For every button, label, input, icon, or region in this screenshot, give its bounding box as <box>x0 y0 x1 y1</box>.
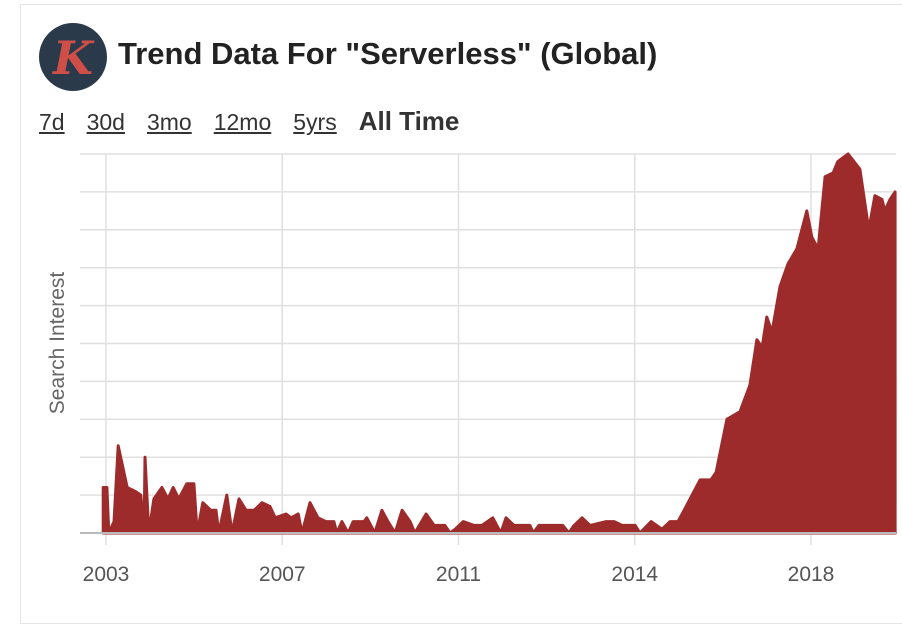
range-all-time[interactable]: All Time <box>358 106 460 136</box>
x-tick-label: 2007 <box>259 563 306 586</box>
time-range-selector: 7d 30d 3mo 12mo 5yrs All Time <box>39 106 459 137</box>
logo[interactable]: K <box>39 23 107 91</box>
y-axis-label: Search Interest <box>46 271 69 415</box>
range-5yrs[interactable]: 5yrs <box>293 109 337 135</box>
page-title: Trend Data For "Serverless" (Global) <box>118 36 658 71</box>
range-3mo[interactable]: 3mo <box>146 109 192 135</box>
x-tick-label: 2014 <box>611 563 658 586</box>
logo-letter: K <box>53 31 93 85</box>
x-tick-label: 2003 <box>83 563 130 586</box>
x-tick-label: 2018 <box>788 563 835 586</box>
range-12mo[interactable]: 12mo <box>213 109 272 135</box>
range-30d[interactable]: 30d <box>86 109 125 135</box>
range-7d[interactable]: 7d <box>39 109 65 135</box>
x-tick-label: 2011 <box>436 563 481 586</box>
trend-chart: 2003 2007 2011 2014 2018 <box>80 152 897 586</box>
